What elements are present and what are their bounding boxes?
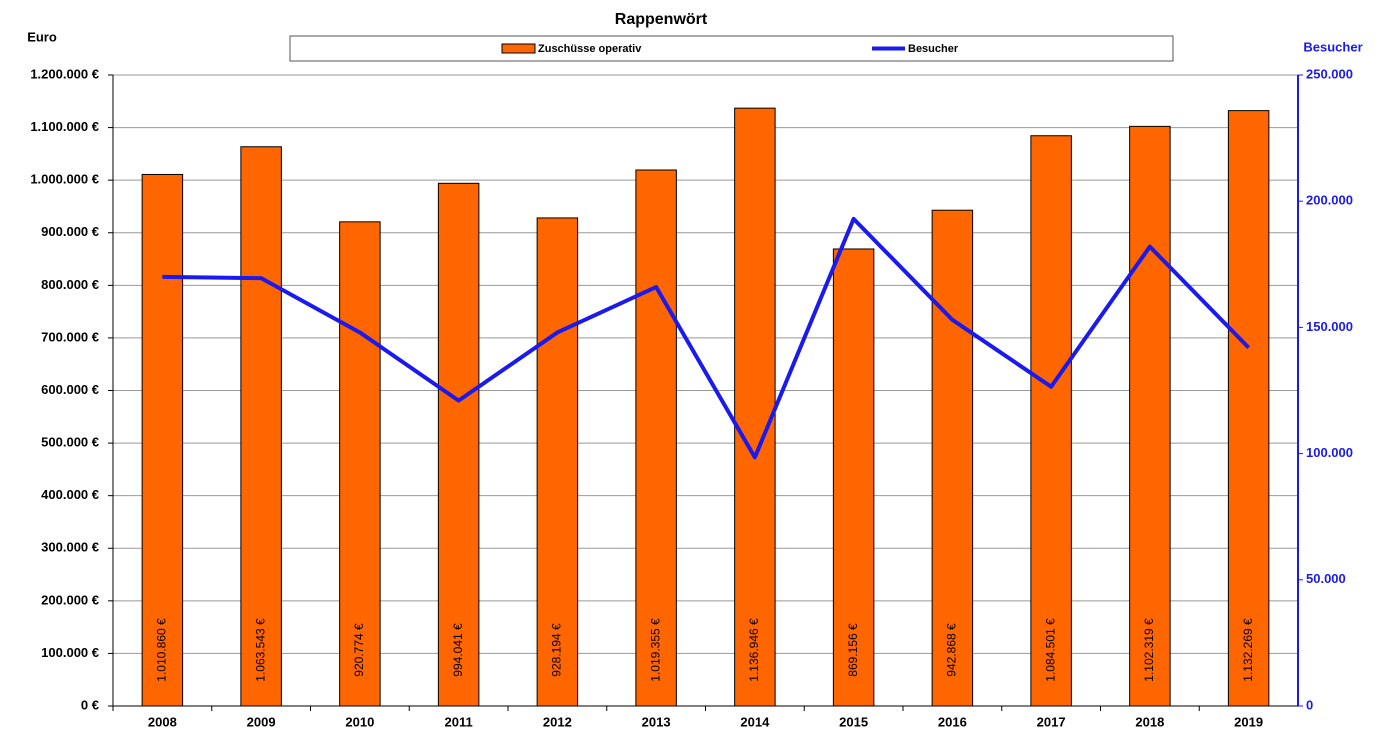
y2-tick-label: 200.000 — [1306, 193, 1353, 208]
y-tick-label: 100.000 € — [41, 645, 99, 660]
x-tick-label: 2017 — [1037, 714, 1066, 729]
bar — [1030, 135, 1072, 707]
chart-title: Rappenwört — [615, 11, 708, 28]
x-tick-label: 2008 — [148, 714, 177, 729]
bar — [832, 248, 875, 707]
bar — [536, 217, 579, 707]
y-tick-label: 200.000 € — [41, 592, 99, 607]
y2-tick-label: 50.000 — [1306, 571, 1346, 586]
data-label: 1.102.319 € — [1142, 618, 1156, 682]
y-tick-label: 1.100.000 € — [30, 119, 99, 134]
bar — [240, 146, 282, 707]
data-label: 1.063.543 € — [253, 618, 267, 682]
bar — [931, 209, 974, 707]
legend-label: Zuschüsse operativ — [538, 43, 642, 55]
data-label: 1.084.501 € — [1043, 618, 1057, 682]
bar — [141, 173, 184, 707]
y-tick-label: 300.000 € — [41, 540, 99, 555]
y-axis-title: Euro — [27, 29, 57, 44]
x-tick-label: 2014 — [740, 714, 770, 729]
x-tick-label: 2010 — [345, 714, 374, 729]
bar — [734, 107, 776, 707]
x-tick-label: 2012 — [543, 714, 572, 729]
x-tick-label: 2011 — [445, 714, 473, 729]
y2-tick-label: 0 — [1306, 697, 1313, 712]
x-tick-label: 2015 — [839, 714, 868, 729]
bar — [339, 221, 381, 707]
bar — [1129, 125, 1171, 707]
line — [162, 216, 1251, 460]
legend-box — [289, 35, 1174, 62]
y-tick-label: 400.000 € — [41, 487, 99, 502]
y-tick-label: 500.000 € — [41, 435, 99, 450]
x-tick-label: 2018 — [1135, 714, 1164, 729]
y-tick-label: 600.000 € — [41, 382, 99, 397]
data-label: 869.156 € — [846, 623, 860, 677]
data-label: 1.010.860 € — [155, 618, 169, 682]
data-label: 1.019.355 € — [648, 618, 662, 682]
legend-swatch — [501, 43, 536, 54]
data-label: 928.194 € — [550, 623, 564, 677]
x-tick-label: 2009 — [247, 714, 276, 729]
y-tick-label: 900.000 € — [41, 224, 99, 239]
y2-axis-title: Besucher — [1303, 39, 1362, 54]
data-label: 1.136.946 € — [747, 618, 761, 682]
bar — [635, 169, 677, 707]
data-label: 942.868 € — [945, 623, 959, 677]
x-tick-label: 2019 — [1234, 714, 1263, 729]
y-tick-label: 700.000 € — [41, 329, 99, 344]
y2-tick-label: 250.000 — [1306, 66, 1353, 81]
bar — [1227, 110, 1270, 707]
y-tick-label: 1.200.000 € — [30, 66, 99, 81]
y-tick-label: 1.000.000 € — [30, 172, 99, 187]
x-tick-label: 2016 — [938, 714, 967, 729]
y2-tick-label: 150.000 — [1306, 319, 1353, 334]
data-label: 1.132.269 € — [1241, 618, 1255, 682]
data-label: 920.774 € — [352, 623, 366, 677]
y-tick-label: 0 € — [81, 697, 99, 712]
y2-tick-label: 100.000 — [1306, 445, 1353, 460]
bar — [437, 182, 480, 707]
legend-label: Besucher — [908, 43, 959, 55]
y-tick-label: 800.000 € — [41, 277, 99, 292]
data-label: 994.041 € — [451, 623, 465, 677]
x-tick-label: 2013 — [642, 714, 671, 729]
